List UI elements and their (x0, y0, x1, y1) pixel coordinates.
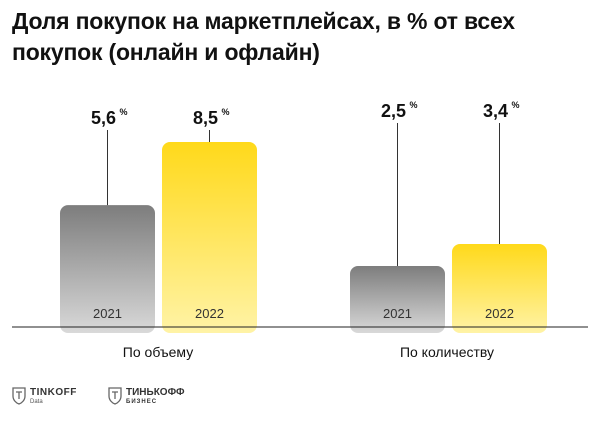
value-label: 5,6 (91, 108, 116, 128)
unit-label: % (512, 100, 520, 110)
bar-2022-1 (162, 142, 257, 333)
unit-label: % (120, 107, 128, 117)
value-label: 2,5 (381, 101, 406, 121)
group-label: По количеству (400, 344, 494, 360)
series-label: 2022 (195, 306, 224, 321)
tinkoff-shield-icon (12, 387, 26, 405)
logo-name: ТИНЬКОФФ (126, 387, 185, 398)
logo-sub: БИЗНЕС (126, 399, 158, 405)
series-label: 2021 (383, 306, 412, 321)
logo-sub: Data (30, 399, 43, 405)
bar-2021-1 (60, 205, 155, 333)
value-label: 3,4 (483, 101, 508, 121)
chart-title: Доля покупок на маркетплейсах, в % от вс… (12, 8, 515, 65)
unit-label: % (222, 107, 230, 117)
logo-name: TINKOFF (30, 387, 77, 398)
series-label: 2021 (93, 306, 122, 321)
value-label: 8,5 (193, 108, 218, 128)
bar-2022-2 (452, 244, 547, 333)
bar-2021-2 (350, 265, 445, 333)
tinkoff-shield-icon (108, 387, 122, 405)
group-label: По объему (123, 344, 193, 360)
series-label: 2022 (485, 306, 514, 321)
unit-label: % (410, 100, 418, 110)
